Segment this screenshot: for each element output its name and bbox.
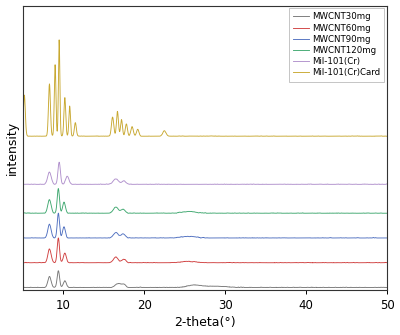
MWCNT90mg	[174, 236, 178, 240]
MWCNT30mg	[285, 285, 290, 289]
MWCNT90mg	[374, 236, 378, 240]
MWCNT90mg	[194, 235, 198, 239]
MWCNT90mg	[356, 236, 360, 240]
X-axis label: 2-theta(°): 2-theta(°)	[174, 317, 236, 329]
MWCNT60mg	[374, 261, 378, 265]
Mil-101(Cr)	[194, 182, 198, 186]
Line: MWCNT90mg: MWCNT90mg	[23, 213, 387, 238]
Mil-101(Cr)Card	[285, 134, 290, 138]
Mil-101(Cr)Card	[385, 134, 390, 138]
MWCNT120mg	[20, 211, 25, 215]
MWCNT30mg	[194, 283, 198, 287]
MWCNT30mg	[20, 285, 25, 289]
MWCNT30mg	[176, 285, 181, 289]
MWCNT60mg	[174, 261, 178, 265]
Mil-101(Cr)	[174, 182, 178, 186]
MWCNT120mg	[374, 211, 378, 215]
Mil-101(Cr)Card	[176, 134, 181, 138]
MWCNT30mg	[374, 285, 378, 289]
Mil-101(Cr)	[285, 182, 290, 186]
Legend: MWCNT30mg, MWCNT60mg, MWCNT90mg, MWCNT120mg, Mil-101(Cr), Mil-101(Cr)Card: MWCNT30mg, MWCNT60mg, MWCNT90mg, MWCNT12…	[289, 8, 384, 81]
MWCNT120mg	[285, 211, 290, 215]
MWCNT120mg	[194, 210, 198, 214]
MWCNT90mg	[176, 235, 181, 239]
MWCNT90mg	[56, 211, 61, 215]
Mil-101(Cr)Card	[374, 134, 378, 138]
Mil-101(Cr)	[356, 182, 360, 186]
MWCNT30mg	[385, 285, 390, 289]
MWCNT120mg	[24, 211, 28, 215]
Mil-101(Cr)Card	[26, 134, 30, 138]
MWCNT90mg	[385, 236, 390, 240]
Mil-101(Cr)Card	[20, 124, 25, 128]
MWCNT60mg	[385, 261, 390, 265]
Line: Mil-101(Cr)Card: Mil-101(Cr)Card	[23, 40, 387, 136]
Line: MWCNT30mg: MWCNT30mg	[23, 271, 387, 287]
MWCNT90mg	[21, 236, 26, 240]
Mil-101(Cr)Card	[174, 134, 178, 138]
Mil-101(Cr)Card	[194, 134, 198, 138]
MWCNT120mg	[356, 211, 360, 215]
MWCNT120mg	[385, 211, 390, 215]
MWCNT90mg	[20, 236, 25, 240]
MWCNT30mg	[356, 285, 360, 289]
MWCNT60mg	[56, 236, 61, 240]
Mil-101(Cr)Card	[356, 134, 360, 138]
MWCNT120mg	[174, 211, 178, 215]
Mil-101(Cr)Card	[57, 38, 62, 42]
MWCNT120mg	[176, 210, 181, 214]
MWCNT60mg	[285, 261, 290, 265]
MWCNT60mg	[356, 261, 360, 265]
Line: MWCNT120mg: MWCNT120mg	[23, 189, 387, 213]
MWCNT60mg	[176, 260, 181, 264]
Mil-101(Cr)	[385, 182, 390, 186]
Y-axis label: intensity: intensity	[6, 121, 18, 175]
MWCNT60mg	[194, 260, 198, 264]
Mil-101(Cr)	[374, 182, 378, 186]
MWCNT30mg	[174, 285, 178, 289]
Mil-101(Cr)	[20, 182, 25, 186]
MWCNT60mg	[20, 261, 25, 265]
MWCNT30mg	[56, 269, 61, 273]
MWCNT30mg	[23, 285, 28, 289]
Line: Mil-101(Cr): Mil-101(Cr)	[23, 162, 387, 184]
Mil-101(Cr)	[57, 160, 62, 164]
MWCNT120mg	[56, 187, 61, 191]
Mil-101(Cr)	[176, 182, 181, 186]
MWCNT90mg	[285, 236, 290, 240]
Line: MWCNT60mg: MWCNT60mg	[23, 238, 387, 263]
